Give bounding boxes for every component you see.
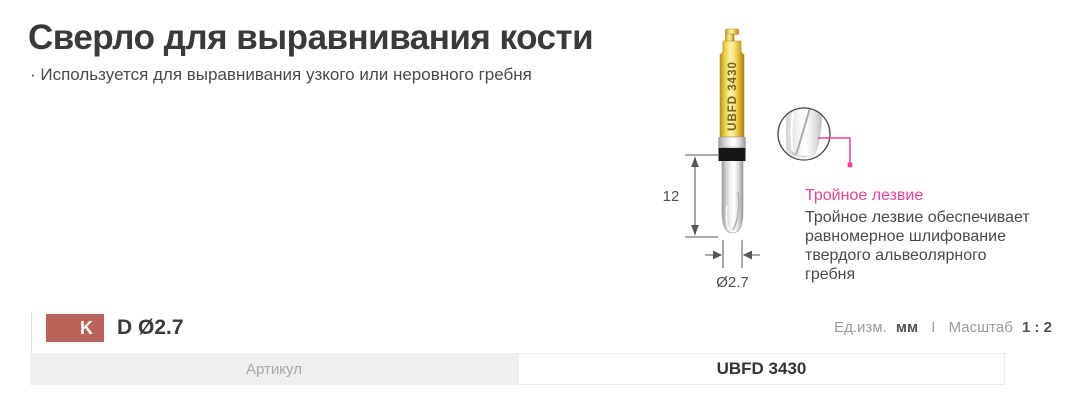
drill-illustration: UBFD 3430 12 Ø2.7 <box>663 28 853 291</box>
shank-code-label: UBFD 3430 <box>727 61 739 131</box>
diameter-dimension-label: Ø2.7 <box>716 274 749 291</box>
callout-description-line: Тройное лезвие обеспечивает <box>805 209 1030 226</box>
callout-circle <box>777 107 831 161</box>
drill-shank: UBFD 3430 <box>719 28 745 138</box>
article-value-cell: UBFD 3430 <box>518 353 1005 385</box>
dimension-diameter <box>705 240 760 268</box>
callout-description: Тройное лезвие обеспечивает равномерное … <box>805 208 1030 284</box>
units-value: мм <box>895 319 919 336</box>
units-scale-label: Ед.изм. мм I Масштаб 1 : 2 <box>834 319 1052 336</box>
category-badge: K <box>46 314 104 342</box>
page-subtitle: · Используется для выравнивания узкого и… <box>30 65 532 84</box>
category-letter: K <box>80 317 93 338</box>
callout-description-line: гребня <box>805 266 856 283</box>
callout-description-line: твердого альвеолярного <box>805 247 987 264</box>
dimension-length <box>685 154 718 238</box>
article-table: Артикул UBFD 3430 <box>30 353 1005 385</box>
page-title: Сверло для выравнивания кости <box>28 18 594 57</box>
depth-band <box>718 148 746 161</box>
leader-line <box>818 137 853 168</box>
article-header-cell: Артикул <box>30 353 518 385</box>
separator: I <box>931 319 936 336</box>
scale-caption: Масштаб <box>948 319 1013 336</box>
drill-body <box>718 136 746 234</box>
size-label: D Ø2.7 <box>117 316 184 339</box>
units-caption: Ед.изм. <box>834 319 887 336</box>
scale-value: 1 : 2 <box>1021 319 1052 336</box>
length-dimension-label: 12 <box>663 188 680 205</box>
callout-description-line: равномерное шлифование <box>805 228 1006 245</box>
callout-heading: Тройное лезвие <box>805 187 924 204</box>
spec-left-border <box>31 312 32 353</box>
